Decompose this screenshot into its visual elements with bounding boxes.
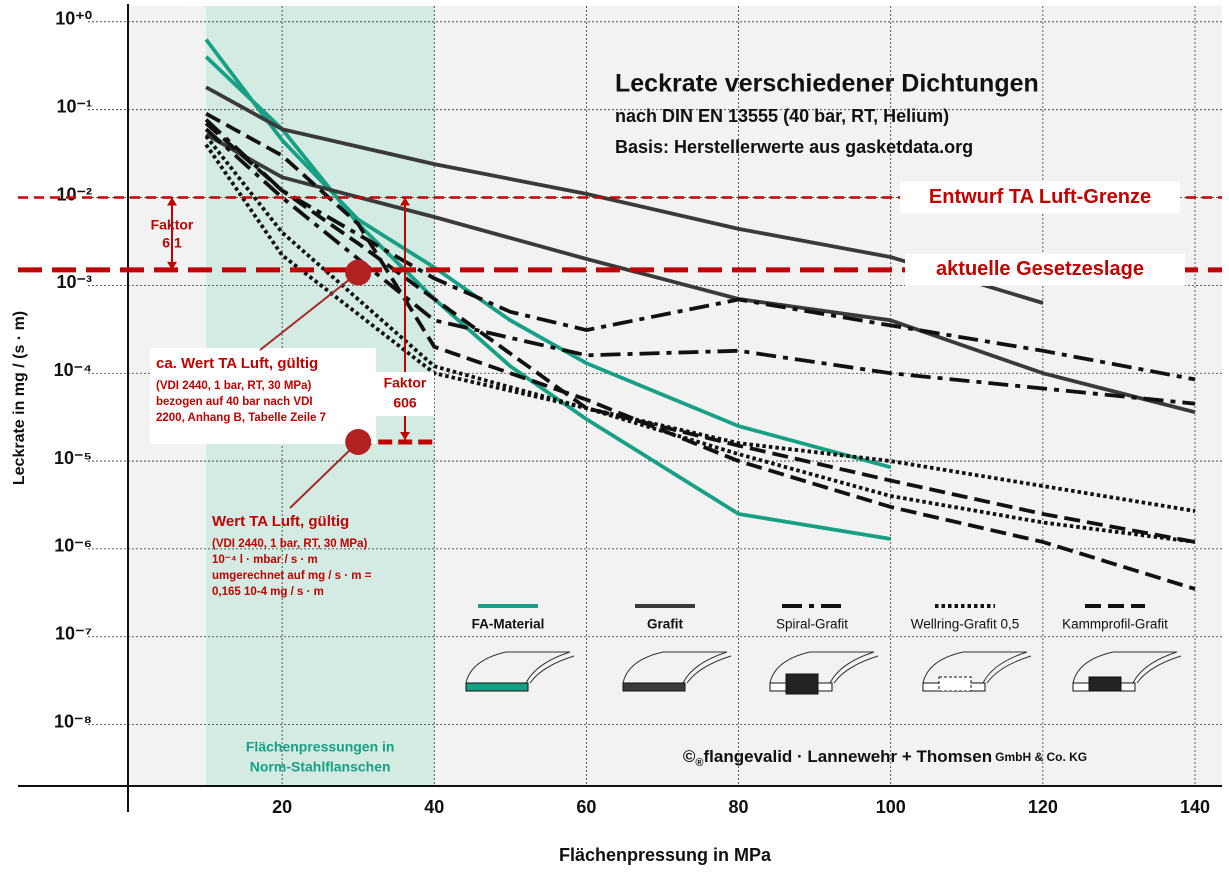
chart-subtitle: nach DIN EN 13555 (40 bar, RT, Helium): [615, 106, 949, 126]
reference-label: Entwurf TA Luft-Grenze: [929, 186, 1151, 208]
y-tick-label: 10⁻²: [56, 184, 92, 204]
y-tick-label: 10⁻⁸: [54, 711, 92, 731]
point: [345, 429, 371, 455]
x-tick-label: 20: [272, 797, 292, 817]
y-tick-label: 10⁻⁶: [54, 536, 92, 556]
gasket-icon: [1089, 677, 1121, 691]
point: [345, 260, 371, 286]
legend-label: Spiral-Grafit: [776, 617, 848, 632]
x-tick-label: 80: [729, 797, 749, 817]
gasket-icon: [786, 674, 818, 694]
y-axis-label: Leckrate in mg / (s · m): [11, 311, 28, 485]
chart-title: Leckrate verschiedener Dichtungen: [615, 70, 1039, 98]
x-tick-label: 100: [876, 797, 906, 817]
y-tick-label: 10⁺⁰: [55, 9, 92, 29]
x-tick-label: 40: [424, 797, 444, 817]
chart-subtitle: Basis: Herstellerwerte aus gasketdata.or…: [615, 137, 973, 157]
gasket-icon: [939, 677, 971, 691]
x-tick-label: 60: [576, 797, 596, 817]
legend-label: Wellring-Grafit 0,5: [911, 617, 1020, 632]
annotation-text: bezogen auf 40 bar nach VDI: [156, 396, 313, 408]
factor-label: Faktor: [384, 375, 427, 391]
gasket-icon: [466, 683, 528, 691]
factor-label: Faktor: [151, 217, 194, 233]
annotation-text: ca. Wert TA Luft, gültig: [156, 355, 318, 372]
copyright-part: ®: [695, 757, 703, 769]
y-tick-label: 10⁻⁷: [55, 624, 92, 644]
legend-label: Kammprofil-Grafit: [1062, 617, 1168, 632]
copyright-part: ©: [683, 747, 696, 766]
y-tick-label: 10⁻⁵: [54, 448, 92, 468]
annotation-text: Wert TA Luft, gültig: [212, 513, 349, 530]
gasket-icon: [623, 683, 685, 691]
annotation-text: (VDI 2440, 1 bar, RT, 30 MPa): [156, 380, 311, 392]
annotation-text: 10⁻⁴ l · mbar / s · m: [212, 554, 318, 566]
reference-label: aktuelle Gesetzeslage: [936, 258, 1144, 280]
x-tick-label: 140: [1180, 797, 1210, 817]
annotation-text: 0,165 10-4 mg / s · m: [212, 586, 324, 598]
annotation-text: 2200, Anhang B, Tabelle Zeile 7: [156, 412, 326, 424]
y-tick-label: 10⁻¹: [56, 96, 92, 116]
copyright-part: flangevalid · Lannewehr + Thomsen: [704, 747, 993, 766]
y-tick-label: 10⁻³: [56, 272, 92, 292]
copyright-part: GmbH & Co. KG: [995, 750, 1087, 764]
factor-label: 6,1: [162, 235, 182, 251]
chart: Flächenpressungen in Norm-Stahlflanschen 1…: [0, 0, 1229, 876]
annotation-text: umgerechnet auf mg / s · m =: [212, 570, 372, 582]
x-axis-label: Flächenpressung in MPa: [559, 845, 772, 865]
factor-label: 606: [393, 395, 417, 411]
legend-label: Grafit: [647, 617, 684, 632]
legend-label: FA-Material: [472, 617, 545, 632]
shaded-range-label: Norm-Stahlflanschen: [250, 759, 391, 775]
x-tick-label: 120: [1028, 797, 1058, 817]
annotation-text: (VDI 2440, 1 bar, RT, 30 MPa): [212, 538, 367, 550]
shaded-range-label: Flächenpressungen in: [246, 739, 395, 755]
y-tick-label: 10⁻⁴: [54, 360, 92, 380]
